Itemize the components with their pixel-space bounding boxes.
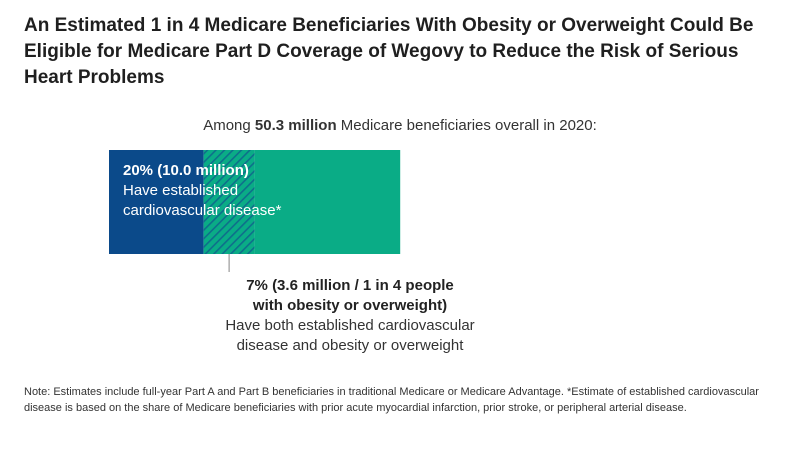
cvd-label: 20% (10.0 million) Have established card… — [123, 161, 281, 221]
obesity-label-desc-line2: or overweight — [414, 202, 505, 219]
cvd-label-desc-line1: Have established — [123, 182, 239, 199]
chart-subtitle: Among 50.3 million Medicare beneficiarie… — [0, 117, 800, 134]
obesity-label: 27% (13.7 million) Have obesity or overw… — [414, 161, 540, 221]
cvd-label-value: 20% (10.0 million) — [123, 162, 249, 179]
overlap-label-desc-line1: Have both established cardiovascular — [225, 317, 475, 334]
footnote: Note: Estimates include full-year Part A… — [24, 386, 759, 414]
obesity-label-value: 27% (13.7 million) — [414, 162, 540, 179]
overlap-label: 7% (3.6 million / 1 in 4 people with obe… — [200, 276, 500, 356]
overlap-label-value-line1: 7% (3.6 million / 1 in 4 people — [246, 277, 454, 294]
subtitle-suffix: Medicare beneficiaries overall in 2020: — [336, 117, 597, 134]
overlap-label-value-line2: with obesity or overweight) — [252, 297, 448, 314]
overlap-label-desc-line2: disease and obesity or overweight — [236, 337, 464, 354]
obesity-label-desc-line1: Have obesity — [414, 182, 501, 199]
subtitle-total: 50.3 million — [254, 117, 337, 134]
chart-title: An Estimated 1 in 4 Medicare Beneficiari… — [24, 15, 754, 88]
bar-segment-cvd-only — [109, 150, 204, 254]
cvd-label-desc-line2: cardiovascular disease* — [123, 202, 282, 219]
bar-segment-overlap — [203, 150, 255, 254]
bar-segment-obesity-only — [254, 150, 401, 254]
subtitle-prefix: Among — [203, 117, 255, 134]
